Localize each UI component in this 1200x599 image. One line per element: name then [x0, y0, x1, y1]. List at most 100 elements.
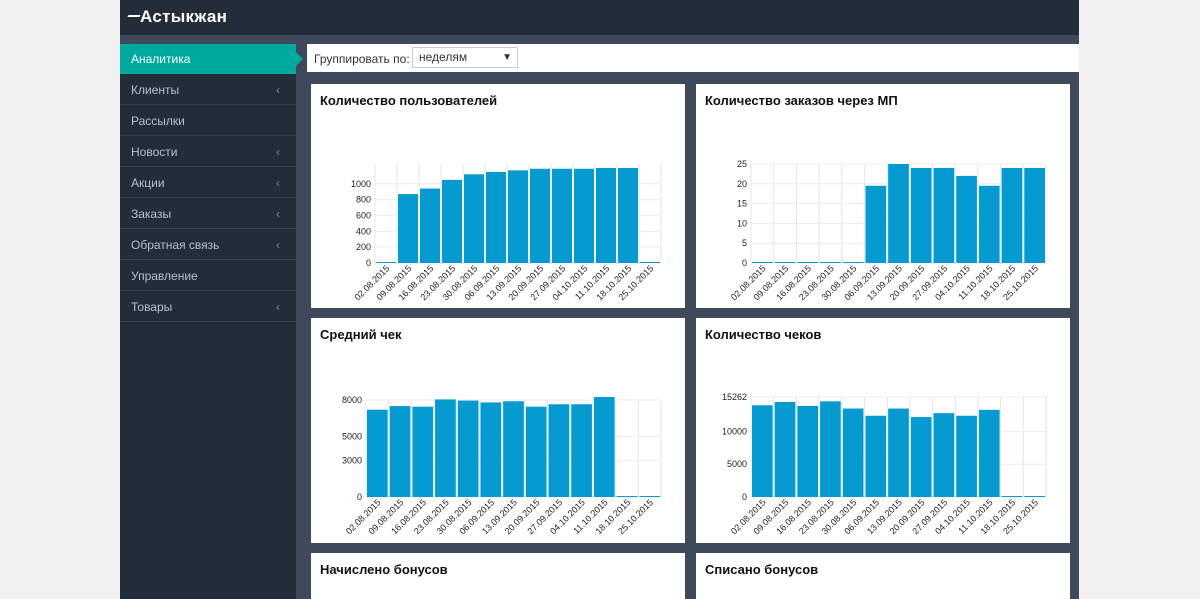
bar[interactable]	[1001, 496, 1023, 497]
chart-card-mobile-orders: Количество заказов через МП 0 5 10 15 20 25 02…	[696, 84, 1070, 308]
chart-title: Средний чек	[320, 327, 402, 342]
chart-card-bonuses-spent: Списано бонусов	[696, 553, 1070, 599]
bar[interactable]	[398, 194, 418, 263]
bar[interactable]	[956, 415, 977, 497]
chart-users: 0200400600800100002.08.201509.08.201516.…	[351, 164, 662, 302]
sidebar-item-label: Заказы	[131, 207, 172, 221]
bar[interactable]	[752, 262, 773, 263]
y-tick-label: 0	[357, 492, 362, 502]
chart-title: Количество пользователей	[320, 93, 498, 108]
sidebar-item-label: Обратная связь	[131, 238, 220, 252]
bar[interactable]	[574, 168, 594, 263]
bar[interactable]	[640, 262, 660, 263]
bar[interactable]	[593, 396, 615, 497]
bar[interactable]	[389, 406, 411, 497]
sidebar: Аналитика Клиенты ‹ Рассылки Новости ‹ Акции ‹ З…	[120, 44, 303, 599]
app-frame: Астыкжан Аналитика Клиенты ‹ Рассылки Новост…	[120, 0, 1079, 599]
y-tick-label: 10	[737, 218, 747, 228]
bar[interactable]	[865, 185, 887, 263]
sidebar-item[interactable]: Аналитика	[120, 44, 303, 74]
bar[interactable]	[486, 171, 506, 263]
y-tick-label: 20	[737, 179, 747, 189]
bar[interactable]	[420, 188, 440, 263]
chart-mobile-orders: 051015202502.08.201509.08.201516.08.2015…	[729, 159, 1047, 302]
chart-title: Списано бонусов	[705, 562, 819, 577]
bar[interactable]	[797, 405, 819, 497]
bar[interactable]	[508, 170, 528, 263]
bar[interactable]	[910, 417, 932, 497]
y-tick-label: 8000	[342, 395, 362, 405]
bar[interactable]	[774, 401, 796, 497]
bar[interactable]	[442, 179, 462, 263]
sidebar-item[interactable]: Новости ‹	[120, 137, 296, 167]
bar[interactable]	[464, 174, 484, 263]
chart-card-average-check: Средний чек 0 3000 5000 8000 02.08.2015 09.08…	[311, 318, 685, 543]
bar[interactable]	[376, 262, 396, 263]
bar[interactable]	[1024, 167, 1045, 263]
bar[interactable]	[530, 168, 550, 263]
chart-average-check: 030005000800002.08.201509.08.201516.08.2…	[342, 395, 662, 536]
bar[interactable]	[820, 401, 841, 497]
y-tick-label: 0	[366, 258, 371, 268]
bar[interactable]	[596, 167, 616, 263]
logo-wing-icon	[127, 14, 141, 17]
bar[interactable]	[978, 409, 1000, 497]
y-tick-label: 5	[742, 238, 747, 248]
bar[interactable]	[367, 409, 388, 497]
bar[interactable]	[933, 167, 955, 263]
y-tick-label: 200	[356, 242, 371, 252]
bar[interactable]	[933, 413, 955, 497]
group-by-selected-value: неделям	[419, 50, 468, 64]
bar[interactable]	[842, 408, 864, 497]
sidebar-item[interactable]: Управление	[120, 261, 296, 291]
y-tick-label: 15262	[722, 392, 747, 402]
bar[interactable]	[480, 402, 502, 497]
chevron-left-icon: ‹	[276, 207, 280, 221]
sidebar-item-label: Рассылки	[131, 114, 185, 128]
sidebar-item-label: Аналитика	[131, 52, 191, 66]
group-by-select[interactable]: неделям ▼	[412, 47, 518, 68]
bar[interactable]	[774, 262, 796, 263]
bar[interactable]	[820, 262, 841, 263]
bar[interactable]	[752, 405, 773, 497]
chevron-left-icon: ‹	[276, 145, 280, 159]
y-tick-label: 800	[356, 195, 371, 205]
chevron-left-icon: ‹	[276, 83, 280, 97]
sidebar-item[interactable]: Заказы ‹	[120, 199, 296, 229]
bar[interactable]	[865, 415, 887, 497]
bar[interactable]	[639, 496, 660, 497]
y-tick-label: 5000	[342, 431, 362, 441]
sidebar-item[interactable]: Акции ‹	[120, 168, 296, 198]
bar[interactable]	[616, 496, 638, 497]
bar[interactable]	[978, 185, 1000, 263]
bar[interactable]	[571, 404, 592, 497]
sidebar-item[interactable]: Обратная связь ‹	[120, 230, 296, 260]
bar[interactable]	[1024, 496, 1045, 497]
y-tick-label: 10000	[722, 426, 747, 436]
sidebar-item-label: Акции	[131, 176, 165, 190]
bar[interactable]	[503, 401, 524, 497]
chart-card-checks-count: Количество чеков 0 5000 10000 15262 02.08.20…	[696, 318, 1070, 543]
bar[interactable]	[548, 404, 570, 497]
logo[interactable]: Астыкжан	[127, 7, 227, 27]
bar[interactable]	[412, 406, 434, 497]
sidebar-item[interactable]: Клиенты ‹	[120, 75, 296, 105]
sidebar-item[interactable]: Товары ‹	[120, 292, 296, 322]
bar[interactable]	[1001, 167, 1023, 263]
chart-checks-count: 05000100001526202.08.201509.08.201516.08…	[722, 392, 1047, 536]
bar[interactable]	[888, 408, 909, 497]
bar[interactable]	[618, 167, 638, 263]
bar[interactable]	[552, 168, 572, 263]
sidebar-item-label: Клиенты	[131, 83, 180, 97]
bar[interactable]	[842, 262, 864, 263]
bar[interactable]	[457, 400, 479, 497]
bar[interactable]	[888, 164, 909, 263]
bar[interactable]	[797, 262, 819, 263]
top-header: Астыкжан	[120, 0, 1079, 35]
sidebar-item[interactable]: Рассылки	[120, 106, 296, 136]
y-tick-label: 25	[737, 159, 747, 169]
bar[interactable]	[525, 406, 547, 497]
bar[interactable]	[435, 399, 456, 497]
bar[interactable]	[910, 167, 932, 263]
bar[interactable]	[956, 175, 977, 263]
